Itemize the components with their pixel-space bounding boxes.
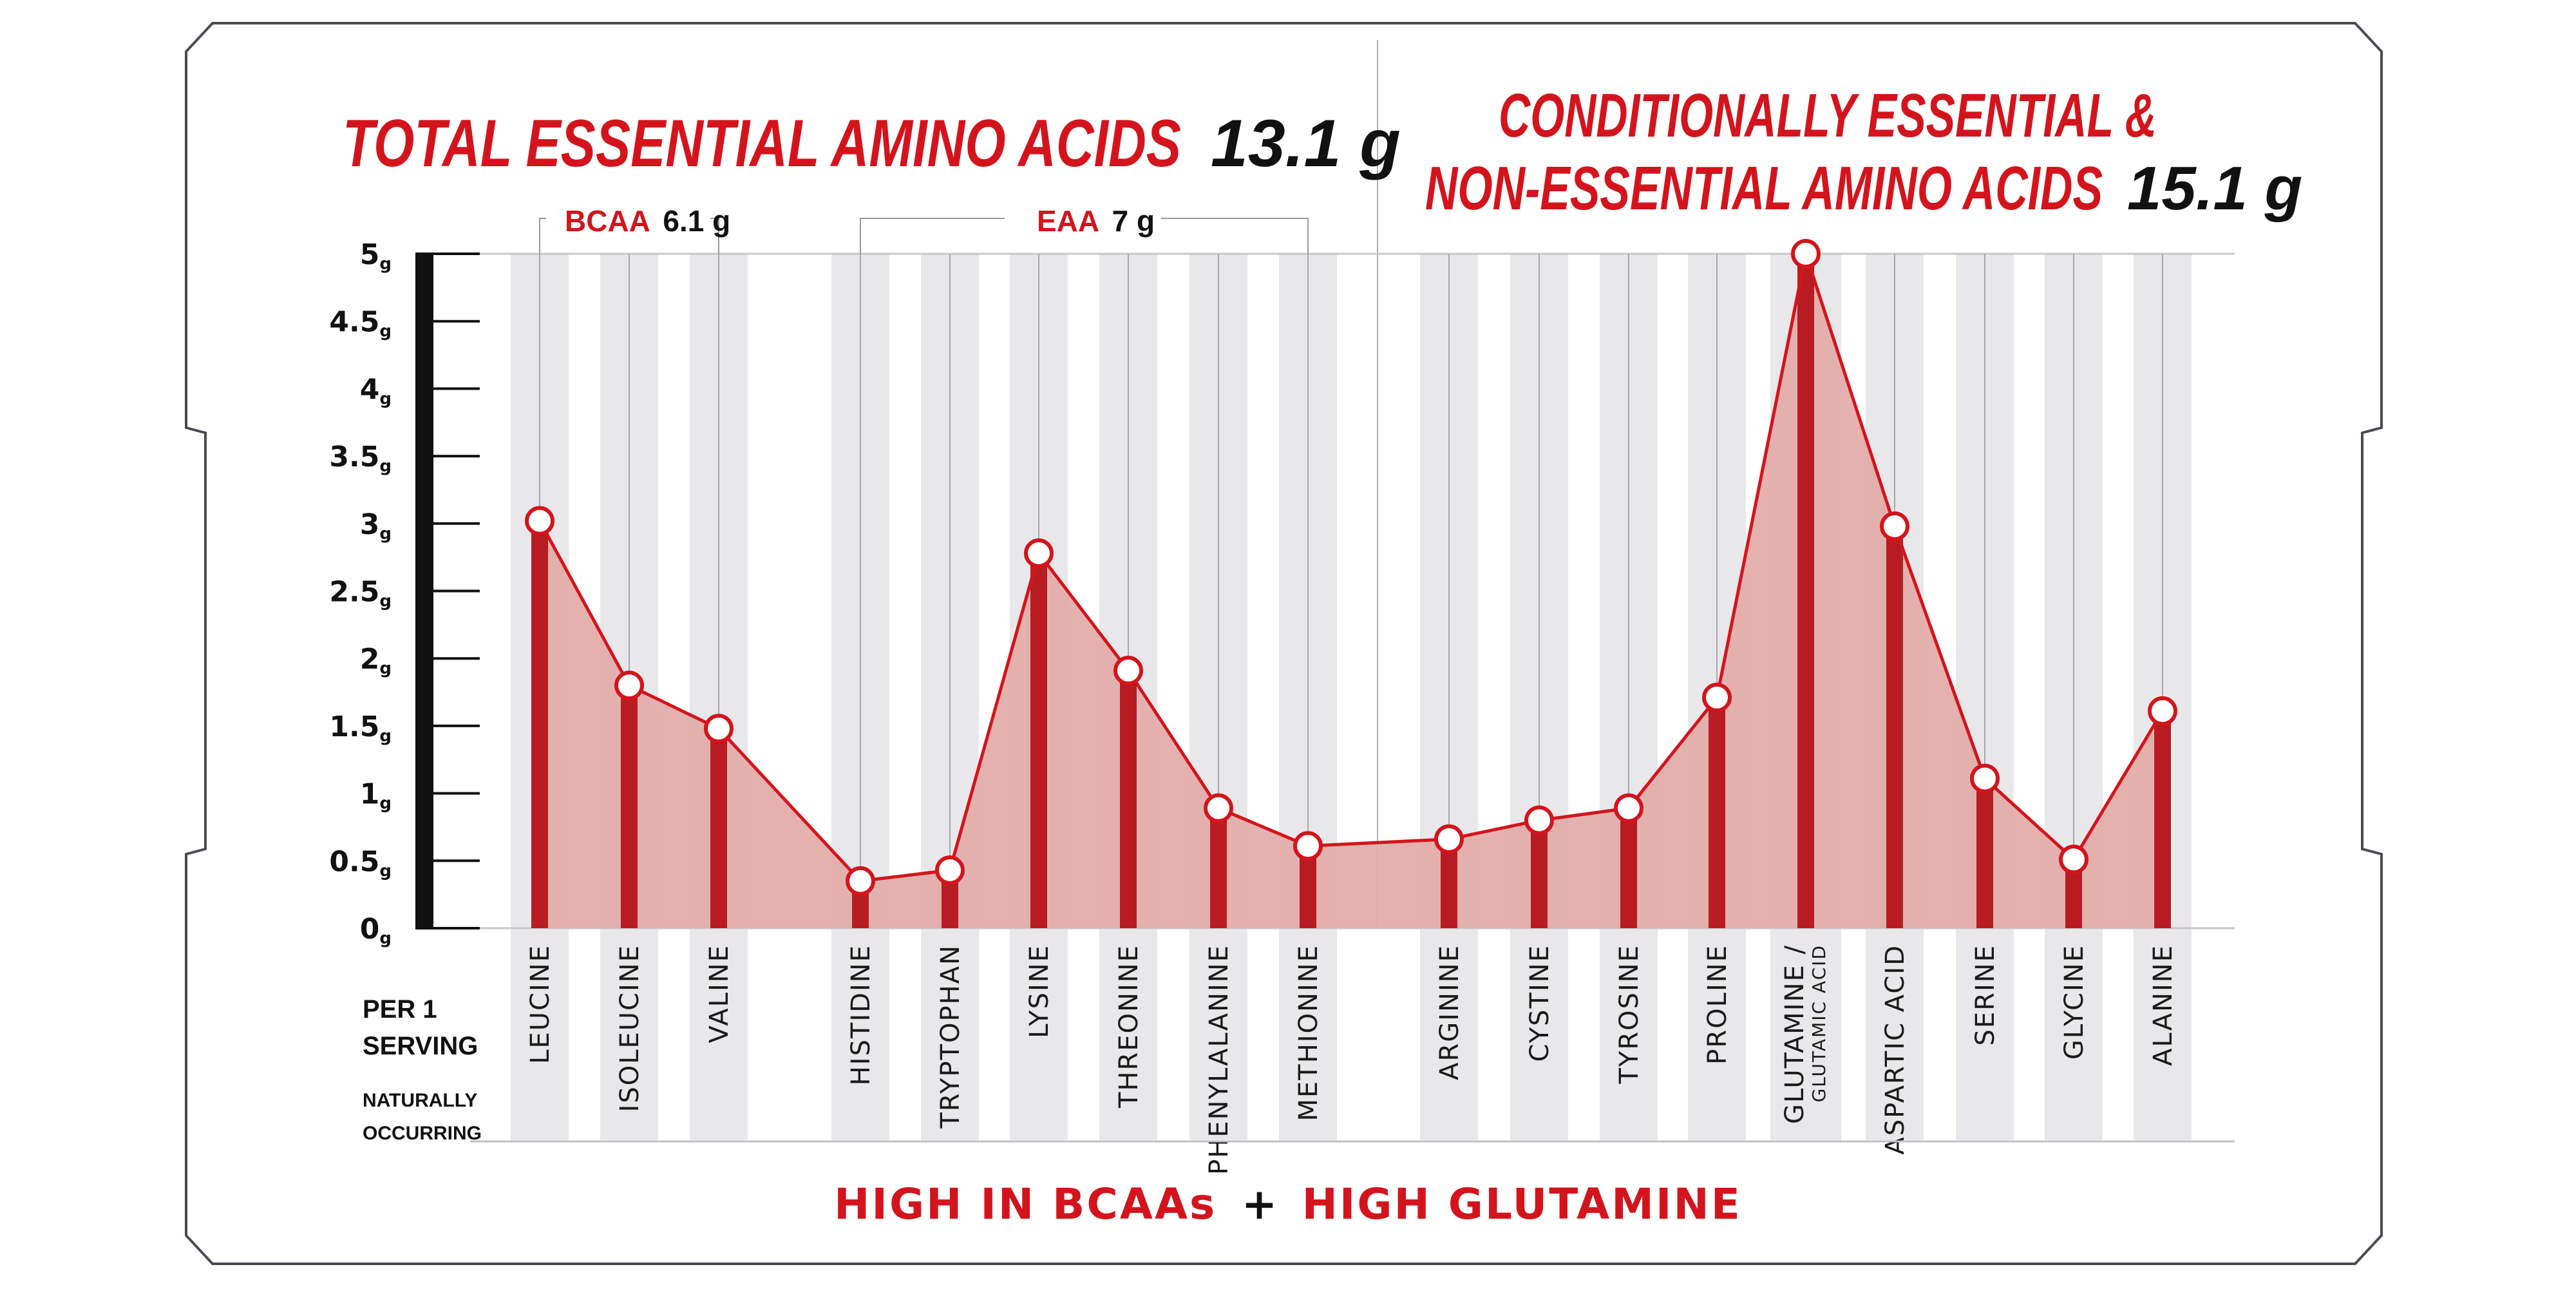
title-left: TOTAL ESSENTIAL AMINO ACIDS 13.1 g xyxy=(343,106,1401,181)
category-label: ASPARTIC ACID xyxy=(1880,944,1910,1155)
category-label: TRYPTOPHAN xyxy=(936,944,965,1129)
data-point xyxy=(1970,763,2000,794)
y-tick-unit: g xyxy=(379,727,392,746)
area-fill xyxy=(540,254,2163,928)
title-left-value: 13.1 g xyxy=(1211,106,1401,181)
bar xyxy=(1120,671,1137,928)
title-right-value: 15.1 g xyxy=(2127,154,2302,223)
y-tick-label: 0g xyxy=(360,913,392,948)
category-label: ISOLEUCINE xyxy=(615,944,645,1112)
eaa-bracket: EAA 7 g xyxy=(860,204,1309,254)
title-right-text: NON-ESSENTIAL AMINO ACIDS xyxy=(1425,154,2103,223)
data-point xyxy=(2148,696,2177,726)
svg-text:BCAA 6.1 g: BCAA 6.1 g xyxy=(565,204,730,238)
category-label: ARGININE xyxy=(1435,944,1464,1080)
bcaa-value: 6.1 g xyxy=(663,204,730,238)
bar xyxy=(1620,808,1637,928)
tagline: HIGH IN BCAAs + HIGH GLUTAMINE xyxy=(834,1179,1742,1229)
category-labels: LEUCINE ISOLEUCINE VALINE HISTIDINE TRYPTOPH… xyxy=(526,944,2178,1175)
data-point xyxy=(704,714,734,744)
eaa-label: EAA xyxy=(1037,204,1099,238)
bcaa-bracket: BCAA 6.1 g xyxy=(539,204,730,254)
y-axis xyxy=(415,253,433,929)
category-sublabel: GLUTAMIC ACID xyxy=(1808,944,1830,1102)
data-point xyxy=(2059,844,2088,875)
bar xyxy=(1030,553,1047,928)
bar xyxy=(1441,839,1457,928)
category-label: METHIONINE xyxy=(1294,944,1323,1121)
category-label: THREONINE xyxy=(1114,944,1144,1109)
y-tick-unit: g xyxy=(379,929,392,948)
bar xyxy=(1210,808,1227,928)
y-tick-label: 2g xyxy=(360,643,392,678)
data-point xyxy=(1204,793,1233,823)
bar xyxy=(1976,778,1993,928)
category-label: CYSTINE xyxy=(1525,944,1555,1062)
data-point xyxy=(614,671,644,701)
y-tick-unit: g xyxy=(379,254,392,274)
series-polyline xyxy=(538,252,2164,883)
category-label: SERINE xyxy=(1971,944,2000,1045)
data-point xyxy=(846,866,875,896)
tagline-left: HIGH IN BCAAs xyxy=(834,1179,1217,1229)
data-point xyxy=(1702,682,1732,712)
data-point xyxy=(1434,824,1464,854)
y-tick-label: 1g xyxy=(360,778,392,814)
y-tick-unit: g xyxy=(379,794,392,814)
bar xyxy=(1709,697,1725,928)
data-point xyxy=(1293,831,1323,861)
y-tick-unit: g xyxy=(379,861,392,881)
per-serving-label: PER 1 SERVING xyxy=(363,995,478,1060)
svg-text:EAA 7 g: EAA 7 g xyxy=(1037,204,1155,238)
category-label: PHENYLALANINE xyxy=(1204,944,1234,1175)
y-axis-bar xyxy=(415,253,433,929)
bcaa-label: BCAA xyxy=(565,204,650,238)
tagline-joiner: + xyxy=(1242,1179,1277,1229)
data-points xyxy=(525,239,2177,896)
category-label: ALANINE xyxy=(2148,944,2178,1066)
category-label: GLUTAMINE / xyxy=(1780,944,1810,1124)
bar xyxy=(2154,710,2171,928)
data-point xyxy=(935,855,965,885)
y-tick-unit: g xyxy=(379,389,392,408)
bar xyxy=(1531,820,1548,928)
category-label: LYSINE xyxy=(1025,944,1054,1038)
bar xyxy=(1886,526,1903,928)
y-tick-unit: g xyxy=(379,592,392,611)
bar xyxy=(710,729,727,928)
category-label: HISTIDINE xyxy=(846,944,876,1085)
data-point xyxy=(1113,656,1143,686)
category-label: LEUCINE xyxy=(526,944,555,1064)
category-label: VALINE xyxy=(705,944,734,1043)
tagline-right: HIGH GLUTAMINE xyxy=(1302,1179,1742,1229)
title-left-text: TOTAL ESSENTIAL AMINO ACIDS xyxy=(343,106,1181,181)
data-point xyxy=(1524,805,1554,835)
y-tick-unit: g xyxy=(379,524,392,544)
category-label: GLYCINE xyxy=(2060,944,2089,1060)
data-point xyxy=(525,506,554,536)
naturally-occurring-label: NATURALLY OCCURRING xyxy=(363,1090,482,1144)
data-point xyxy=(1791,239,1821,269)
bar xyxy=(1797,254,1814,928)
y-tick-unit: g xyxy=(379,322,392,341)
title-right-line2: NON-ESSENTIAL AMINO ACIDS 15.1 g xyxy=(1425,154,2302,223)
title-right-line1: CONDITIONALLY ESSENTIAL & xyxy=(1499,81,2157,150)
category-label: PROLINE xyxy=(1703,944,1732,1065)
data-point xyxy=(1024,538,1054,568)
series-line xyxy=(538,252,2164,883)
bar xyxy=(621,685,638,928)
area-polygon xyxy=(540,254,2163,928)
data-point xyxy=(1614,793,1643,823)
y-tick-unit: g xyxy=(379,659,392,678)
category-label: TYROSINE xyxy=(1615,944,1644,1085)
y-tick-unit: g xyxy=(379,457,392,476)
eaa-value: 7 g xyxy=(1112,204,1155,238)
bar xyxy=(531,520,548,928)
data-point xyxy=(1880,511,1909,541)
